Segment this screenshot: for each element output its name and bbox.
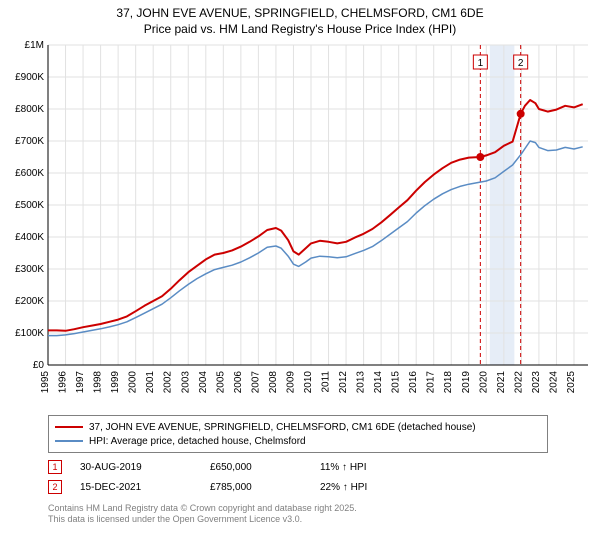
svg-text:£100K: £100K — [15, 328, 44, 339]
svg-text:£600K: £600K — [15, 168, 44, 179]
svg-text:£800K: £800K — [15, 104, 44, 115]
svg-text:2019: 2019 — [461, 371, 472, 394]
legend-swatch — [55, 440, 83, 442]
svg-text:2016: 2016 — [408, 371, 419, 394]
svg-text:£300K: £300K — [15, 264, 44, 275]
footer-line-1: Contains HM Land Registry data © Crown c… — [48, 503, 590, 514]
svg-text:2024: 2024 — [548, 371, 559, 394]
svg-text:2001: 2001 — [145, 371, 156, 394]
svg-text:2003: 2003 — [180, 371, 191, 394]
svg-text:2008: 2008 — [268, 371, 279, 394]
svg-text:2005: 2005 — [215, 371, 226, 394]
svg-text:£0: £0 — [33, 360, 45, 371]
svg-text:1998: 1998 — [93, 371, 104, 394]
sale-badge: 1 — [48, 460, 62, 474]
footer: Contains HM Land Registry data © Crown c… — [48, 503, 590, 526]
sale-date: 30-AUG-2019 — [80, 462, 210, 473]
svg-text:2014: 2014 — [373, 371, 384, 394]
svg-text:1: 1 — [478, 58, 484, 69]
svg-text:2012: 2012 — [338, 371, 349, 394]
chart-svg: £0 £100K £200K £300K £400K £500K £600K £700K £80… — [0, 39, 600, 409]
svg-text:2: 2 — [518, 58, 524, 69]
svg-text:£900K: £900K — [15, 72, 44, 83]
svg-text:2002: 2002 — [163, 371, 174, 394]
sale-pct: 11% ↑ HPI — [320, 462, 430, 473]
svg-text:2007: 2007 — [250, 371, 261, 394]
svg-text:1996: 1996 — [58, 371, 69, 394]
svg-text:2017: 2017 — [426, 371, 437, 394]
svg-text:£500K: £500K — [15, 200, 44, 211]
svg-text:2025: 2025 — [566, 371, 577, 394]
svg-text:2000: 2000 — [128, 371, 139, 394]
legend-item: HPI: Average price, detached house, Chel… — [55, 434, 541, 448]
svg-text:1997: 1997 — [75, 371, 86, 394]
sales-list: 1 30-AUG-2019£650,00011% ↑ HPI 2 15-DEC-202… — [48, 457, 590, 497]
svg-text:2022: 2022 — [513, 371, 524, 394]
sale-price: £785,000 — [210, 482, 320, 493]
svg-text:2004: 2004 — [198, 371, 209, 394]
svg-text:2020: 2020 — [478, 371, 489, 394]
svg-text:2021: 2021 — [496, 371, 507, 394]
chart-area: £0 £100K £200K £300K £400K £500K £600K £700K £80… — [0, 39, 600, 409]
svg-text:2010: 2010 — [303, 371, 314, 394]
title-block: 37, JOHN EVE AVENUE, SPRINGFIELD, CHELMS… — [0, 0, 600, 39]
sale-date: 15-DEC-2021 — [80, 482, 210, 493]
legend-swatch — [55, 426, 83, 428]
legend-item: 37, JOHN EVE AVENUE, SPRINGFIELD, CHELMS… — [55, 420, 541, 434]
svg-text:1999: 1999 — [110, 371, 121, 394]
legend-label: HPI: Average price, detached house, Chel… — [89, 436, 306, 447]
legend: 37, JOHN EVE AVENUE, SPRINGFIELD, CHELMS… — [48, 415, 548, 453]
svg-text:£400K: £400K — [15, 232, 44, 243]
sale-price: £650,000 — [210, 462, 320, 473]
svg-text:£200K: £200K — [15, 296, 44, 307]
title-address: 37, JOHN EVE AVENUE, SPRINGFIELD, CHELMS… — [10, 6, 590, 22]
svg-text:£1M: £1M — [25, 40, 44, 51]
svg-text:2011: 2011 — [321, 371, 332, 393]
chart-container: 37, JOHN EVE AVENUE, SPRINGFIELD, CHELMS… — [0, 0, 600, 560]
sale-pct: 22% ↑ HPI — [320, 482, 430, 493]
legend-label: 37, JOHN EVE AVENUE, SPRINGFIELD, CHELMS… — [89, 422, 476, 433]
svg-text:2013: 2013 — [356, 371, 367, 394]
svg-text:2009: 2009 — [285, 371, 296, 394]
title-subtitle: Price paid vs. HM Land Registry's House … — [10, 22, 590, 38]
footer-line-2: This data is licensed under the Open Gov… — [48, 514, 590, 525]
sale-badge: 2 — [48, 480, 62, 494]
svg-text:2006: 2006 — [233, 371, 244, 394]
svg-text:2023: 2023 — [531, 371, 542, 394]
svg-text:2015: 2015 — [391, 371, 402, 394]
sale-row: 1 30-AUG-2019£650,00011% ↑ HPI — [48, 457, 590, 477]
svg-text:1995: 1995 — [40, 371, 51, 394]
svg-text:£700K: £700K — [15, 136, 44, 147]
svg-text:2018: 2018 — [443, 371, 454, 394]
sale-row: 2 15-DEC-2021£785,00022% ↑ HPI — [48, 477, 590, 497]
